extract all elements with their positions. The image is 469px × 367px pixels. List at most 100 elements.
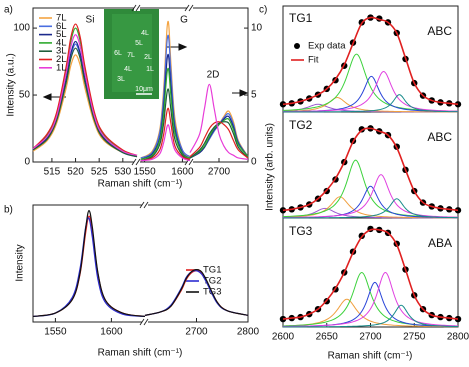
series-line	[144, 270, 249, 316]
x-tick-label: 520	[67, 167, 84, 178]
series-line	[140, 53, 191, 160]
series-line	[144, 269, 249, 316]
x-tick-label: 515	[44, 167, 61, 178]
y-tick-label: 100	[13, 23, 30, 34]
legend-label: 6L	[56, 21, 67, 32]
x-axis-label: Raman shift (cm⁻¹)	[98, 348, 183, 359]
series-line	[282, 16, 459, 106]
chart-panel: 0 5 10 2700 2D Raman shift (cm⁻¹)	[98, 23, 263, 190]
x-tick-label: 2750	[403, 332, 426, 343]
series-line	[32, 34, 138, 156]
panel-label: c)	[259, 5, 267, 16]
chart-panel: 0 50 100 515 520 525 530 a) Si Intensity (a.u.) 7L…	[4, 5, 154, 178]
panel-label: a)	[4, 5, 13, 16]
inset-label: 4L	[141, 30, 149, 37]
fit-component	[282, 198, 459, 219]
fit-component	[282, 304, 459, 328]
series-line	[140, 67, 191, 160]
x-tick-label: 2650	[316, 332, 339, 343]
series-line	[140, 107, 191, 162]
x-tick-label: 2700	[359, 332, 382, 343]
x-axis-label: Raman shift (cm⁻¹)	[328, 351, 413, 362]
x-tick-label: 1600	[171, 167, 194, 178]
series-line	[189, 121, 249, 159]
legend-label: 5L	[56, 29, 67, 40]
chart-panel: 2600 2650 2700 2750 2800 TG3 ABA Raman shift (c…	[272, 224, 469, 361]
x-tick-label: 2600	[272, 332, 295, 343]
inset-label: 5L	[135, 40, 143, 47]
x-tick-label: 1550	[133, 167, 156, 178]
legend-label: Exp data	[308, 41, 346, 52]
chart-panel: 2700 2800 Raman shift (cm⁻¹)	[98, 269, 260, 359]
inset-flake	[112, 14, 152, 92]
legend-label: 3L	[56, 46, 67, 57]
legend-label: Fit	[308, 55, 319, 66]
chart-panel: TG2 ABC Intensity (arb. units)	[265, 118, 462, 219]
inset-label: 1L	[146, 66, 154, 73]
fit-component	[282, 272, 459, 327]
inset-label: 4L	[124, 66, 132, 73]
series-line	[140, 124, 191, 162]
stacking-label: ABA	[428, 236, 452, 250]
panel-title: TG3	[289, 224, 313, 238]
legend-label: 2L	[56, 54, 67, 65]
series-line	[32, 209, 146, 318]
series-line	[32, 23, 138, 156]
annotation: G	[180, 15, 188, 26]
legend-label: TG1	[203, 265, 221, 276]
panel-a-frame	[32, 7, 249, 163]
y-tick-label: 0	[24, 157, 30, 168]
series-line	[282, 228, 459, 320]
legend-label: 7L	[56, 13, 67, 24]
panel-b-frame	[32, 204, 249, 323]
series-line	[140, 88, 191, 162]
inset-scale: 10μm	[135, 86, 153, 93]
series-line	[32, 217, 146, 318]
y-axis-label: Intensity (a.u.)	[6, 53, 17, 116]
legend-label: 4L	[56, 37, 67, 48]
series-line	[32, 47, 138, 158]
annotation: Si	[86, 15, 95, 26]
x-tick-label: 2700	[208, 167, 231, 178]
y-axis-label: Intensity (arb. units)	[265, 123, 276, 211]
stacking-label: ABC	[427, 24, 452, 38]
fit-component	[282, 174, 459, 219]
x-tick-label: 2800	[447, 332, 469, 343]
stacking-label: ABC	[427, 130, 452, 144]
inset-label: 3L	[117, 76, 125, 83]
y2-tick-label: 5	[251, 90, 257, 101]
fit-component	[282, 281, 459, 328]
legend-label: TG2	[203, 276, 221, 287]
panel-title: TG1	[289, 11, 313, 25]
chart-panel: c) TG1 ABC Exp data Fit	[259, 5, 462, 113]
panel-title: TG2	[289, 118, 313, 132]
x-tick-label: 530	[114, 167, 131, 178]
x-tick-label: 1550	[44, 327, 67, 338]
series-line	[189, 117, 249, 159]
x-tick-label: 2800	[237, 327, 260, 338]
series-line	[32, 54, 138, 158]
axis-arrows	[42, 43, 249, 101]
y2-tick-label: 10	[251, 23, 263, 34]
y-axis-label: Intensity	[15, 244, 26, 281]
x-tick-label: 1600	[100, 327, 123, 338]
inset-label: 7L	[127, 52, 135, 59]
x-axis-label: Raman shift (cm⁻¹)	[98, 179, 183, 190]
series-line	[189, 121, 249, 159]
panel-label: b)	[4, 205, 13, 216]
fit-component	[282, 94, 459, 113]
inset-label: 2L	[144, 54, 152, 61]
x-tick-label: 2700	[185, 327, 208, 338]
inset-label: 6L	[114, 50, 122, 57]
y-tick-label: 50	[19, 90, 31, 101]
chart-panel: 1550 1600 G	[133, 15, 194, 178]
series-line	[144, 270, 249, 316]
series-line	[140, 34, 191, 159]
legend-marker	[294, 43, 300, 49]
series-line	[189, 83, 249, 160]
fit-component	[282, 196, 459, 219]
series-line	[32, 215, 146, 318]
annotation: 2D	[207, 70, 220, 81]
